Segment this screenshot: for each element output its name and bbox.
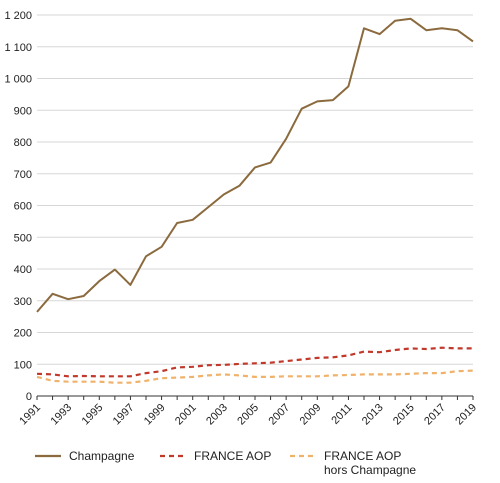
x-tick-label: 1999 — [142, 402, 168, 428]
legend-label: hors Champagne — [324, 463, 416, 477]
x-tick-label: 2001 — [173, 402, 199, 428]
gridlines — [37, 14, 473, 365]
y-tick-label: 1 000 — [4, 74, 32, 86]
y-tick-label: 1 200 — [4, 10, 32, 22]
series-line-0 — [36, 17, 474, 313]
x-tick-label: 2003 — [204, 402, 230, 428]
legend-label: Champagne — [69, 449, 135, 463]
y-tick-label: 100 — [14, 359, 32, 371]
y-tick-label: 900 — [14, 105, 32, 117]
x-tick-label: 2009 — [298, 402, 324, 428]
y-axis: 0 100 200 300 400 500 600 700 800 900 1 000 1 100 1 … — [4, 10, 32, 403]
series-line-2 — [36, 369, 474, 384]
x-tick-label: 1995 — [80, 402, 106, 428]
x-axis: 1991 1993 1995 1997 1999 2001 2003 2005 2007 2009… — [17, 395, 479, 428]
legend-label: FRANCE AOP — [324, 449, 401, 463]
x-tick-label: 1991 — [17, 402, 43, 428]
x-tick-label: 2005 — [235, 402, 261, 428]
x-tick-label: 1993 — [48, 402, 74, 428]
x-tick-label: 2007 — [266, 402, 292, 428]
x-tick-label: 2013 — [360, 402, 386, 428]
y-tick-label: 400 — [14, 264, 32, 276]
x-tick-label: 2019 — [453, 402, 479, 428]
y-tick-label: 500 — [14, 232, 32, 244]
x-tick-label: 2017 — [422, 402, 448, 428]
y-tick-label: 700 — [14, 169, 32, 181]
legend-label: FRANCE AOP — [194, 449, 271, 463]
series-line-1 — [36, 346, 473, 378]
y-tick-label: 0 — [26, 391, 32, 403]
x-tick-label: 2011 — [329, 402, 354, 427]
y-tick-label: 600 — [14, 201, 32, 213]
y-tick-label: 800 — [14, 137, 32, 149]
y-tick-label: 300 — [14, 296, 32, 308]
x-tick-label: 1997 — [111, 402, 137, 428]
x-tick-label: 2015 — [391, 402, 417, 428]
y-tick-label: 200 — [14, 328, 32, 340]
y-tick-label: 1 100 — [4, 42, 32, 54]
series-group — [36, 17, 474, 384]
